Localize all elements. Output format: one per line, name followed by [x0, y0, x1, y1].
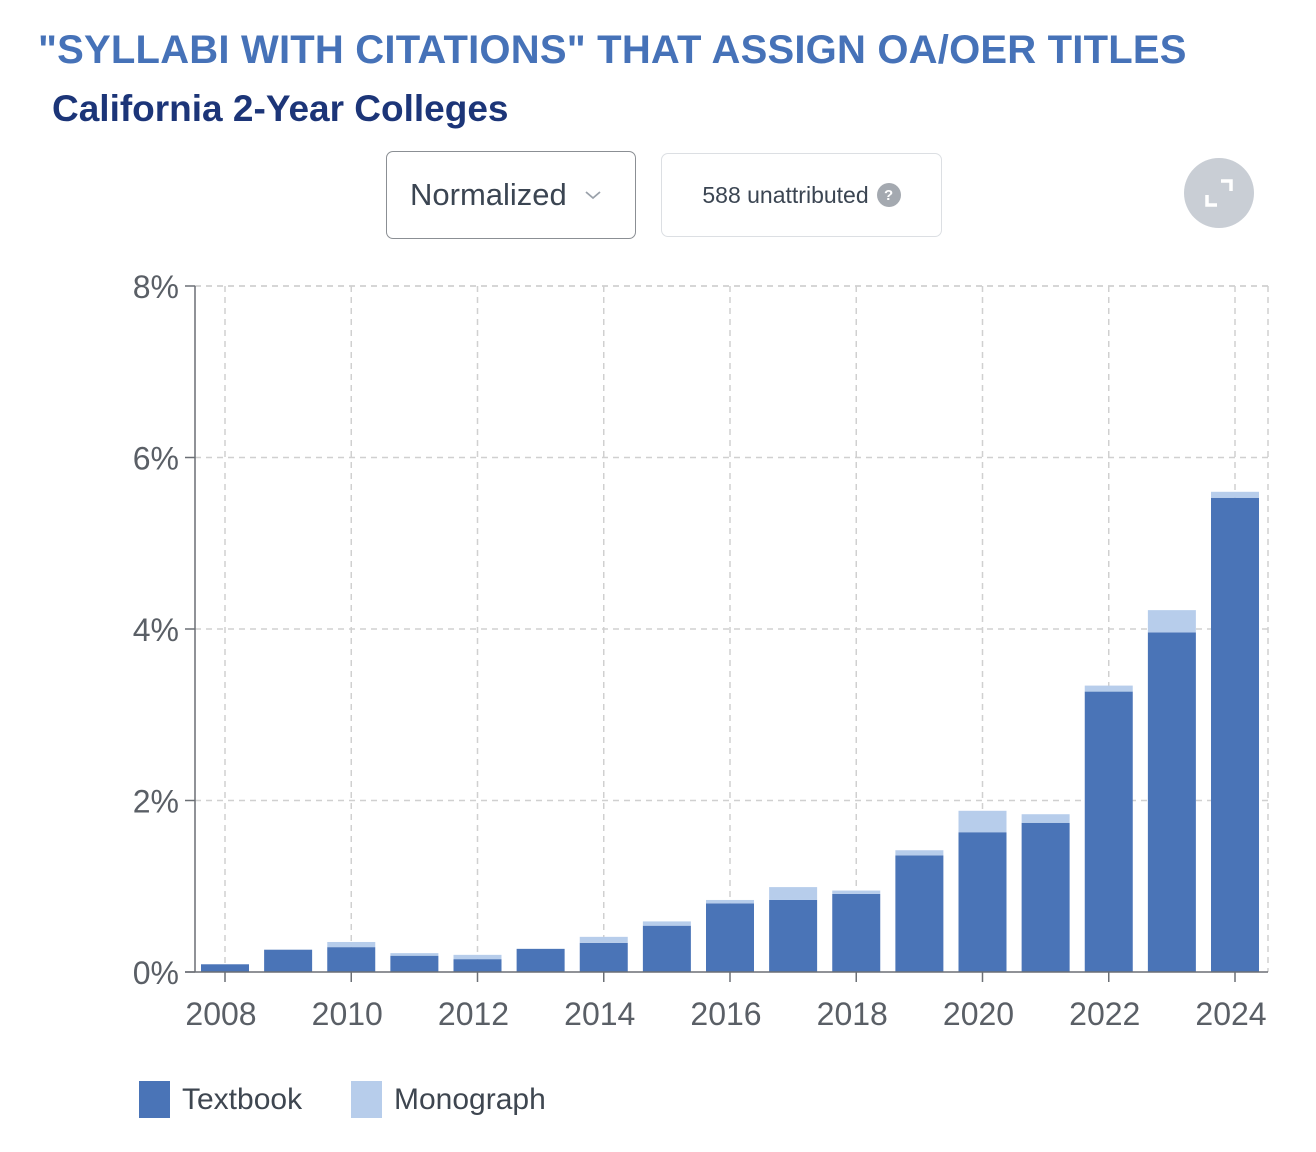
bar-monograph-2015[interactable]: [642, 921, 691, 926]
bar-textbook-2016[interactable]: [706, 903, 754, 972]
legend-label-textbook: Textbook: [182, 1082, 303, 1116]
x-tick-label: 2012: [438, 996, 509, 1032]
chart-subtitle: California 2-Year Colleges: [52, 88, 509, 129]
bar-chart: 0% 2% 4% 6% 8% 2008 2010 2012 2014 2016 2018 2020 20…: [133, 269, 1269, 1032]
x-tick-label: 2008: [185, 996, 256, 1032]
bar-monograph-2020[interactable]: [958, 810, 1007, 833]
bar-textbook-2021[interactable]: [1021, 822, 1070, 972]
legend-swatch-monograph: [351, 1081, 382, 1118]
y-tick-label: 2%: [133, 784, 179, 820]
bar-monograph-2024[interactable]: [1211, 491, 1259, 498]
bar-textbook-2009[interactable]: [264, 949, 313, 972]
bar-textbook-2017[interactable]: [769, 899, 818, 972]
bar-monograph-2019[interactable]: [895, 850, 944, 856]
bar-monograph-2012[interactable]: [453, 954, 502, 960]
mode-select[interactable]: Normalized: [386, 151, 636, 239]
bar-monograph-2021[interactable]: [1021, 814, 1070, 823]
y-tick-label: 8%: [133, 269, 179, 305]
bar-textbook-2014[interactable]: [579, 942, 628, 972]
bar-textbook-2011[interactable]: [390, 955, 439, 972]
bar-textbook-2019[interactable]: [895, 855, 944, 972]
y-tick-label: 0%: [133, 955, 179, 991]
bar-textbook-2010[interactable]: [327, 947, 376, 972]
x-tick-label: 2024: [1195, 996, 1266, 1032]
bar-textbook-2015[interactable]: [642, 925, 691, 972]
bar-textbook-2023[interactable]: [1147, 632, 1196, 972]
mode-select-value: Normalized: [410, 177, 567, 212]
axes: 0% 2% 4% 6% 8% 2008 2010 2012 2014 2016 2018 2020 20…: [133, 269, 1268, 1032]
x-tick-label: 2014: [564, 996, 635, 1032]
bar-monograph-2017[interactable]: [769, 887, 818, 900]
bar-textbook-2008[interactable]: [201, 964, 249, 972]
chart-title: "SYLLABI WITH CITATIONS" THAT ASSIGN OA/…: [38, 28, 1187, 72]
bar-textbook-2022[interactable]: [1084, 691, 1133, 972]
bar-monograph-2022[interactable]: [1084, 685, 1133, 692]
expand-icon: [1205, 179, 1233, 207]
bar-textbook-2024[interactable]: [1211, 497, 1259, 972]
y-tick-label: 6%: [133, 441, 179, 477]
bar-textbook-2013[interactable]: [516, 948, 565, 972]
bar-textbook-2018[interactable]: [832, 893, 881, 972]
chevron-down-icon: [585, 191, 601, 200]
expand-button[interactable]: [1184, 158, 1254, 228]
x-tick-label: 2020: [943, 996, 1014, 1032]
bar-monograph-2011[interactable]: [390, 953, 439, 956]
bars: [201, 491, 1259, 972]
bar-monograph-2014[interactable]: [579, 936, 628, 943]
legend-swatch-textbook: [139, 1081, 170, 1118]
bar-textbook-2020[interactable]: [958, 832, 1007, 972]
bar-monograph-2023[interactable]: [1147, 610, 1196, 633]
grid: [195, 285, 1269, 972]
legend-item-monograph[interactable]: Monograph: [351, 1081, 546, 1118]
legend-item-textbook[interactable]: Textbook: [139, 1081, 302, 1118]
x-tick-label: 2018: [817, 996, 888, 1032]
y-tick-label: 4%: [133, 612, 179, 648]
x-tick-label: 2022: [1069, 996, 1140, 1032]
bar-monograph-2016[interactable]: [706, 899, 754, 904]
legend-label-monograph: Monograph: [394, 1082, 546, 1116]
bar-textbook-2012[interactable]: [453, 959, 502, 972]
x-tick-label: 2010: [312, 996, 383, 1032]
unattributed-label: 588 unattributed: [702, 181, 869, 208]
x-tick-label: 2016: [690, 996, 761, 1032]
unattributed-button[interactable]: 588 unattributed ?: [661, 153, 942, 237]
bar-monograph-2018[interactable]: [832, 890, 881, 894]
bar-monograph-2010[interactable]: [327, 941, 376, 948]
help-icon[interactable]: ?: [876, 183, 901, 207]
